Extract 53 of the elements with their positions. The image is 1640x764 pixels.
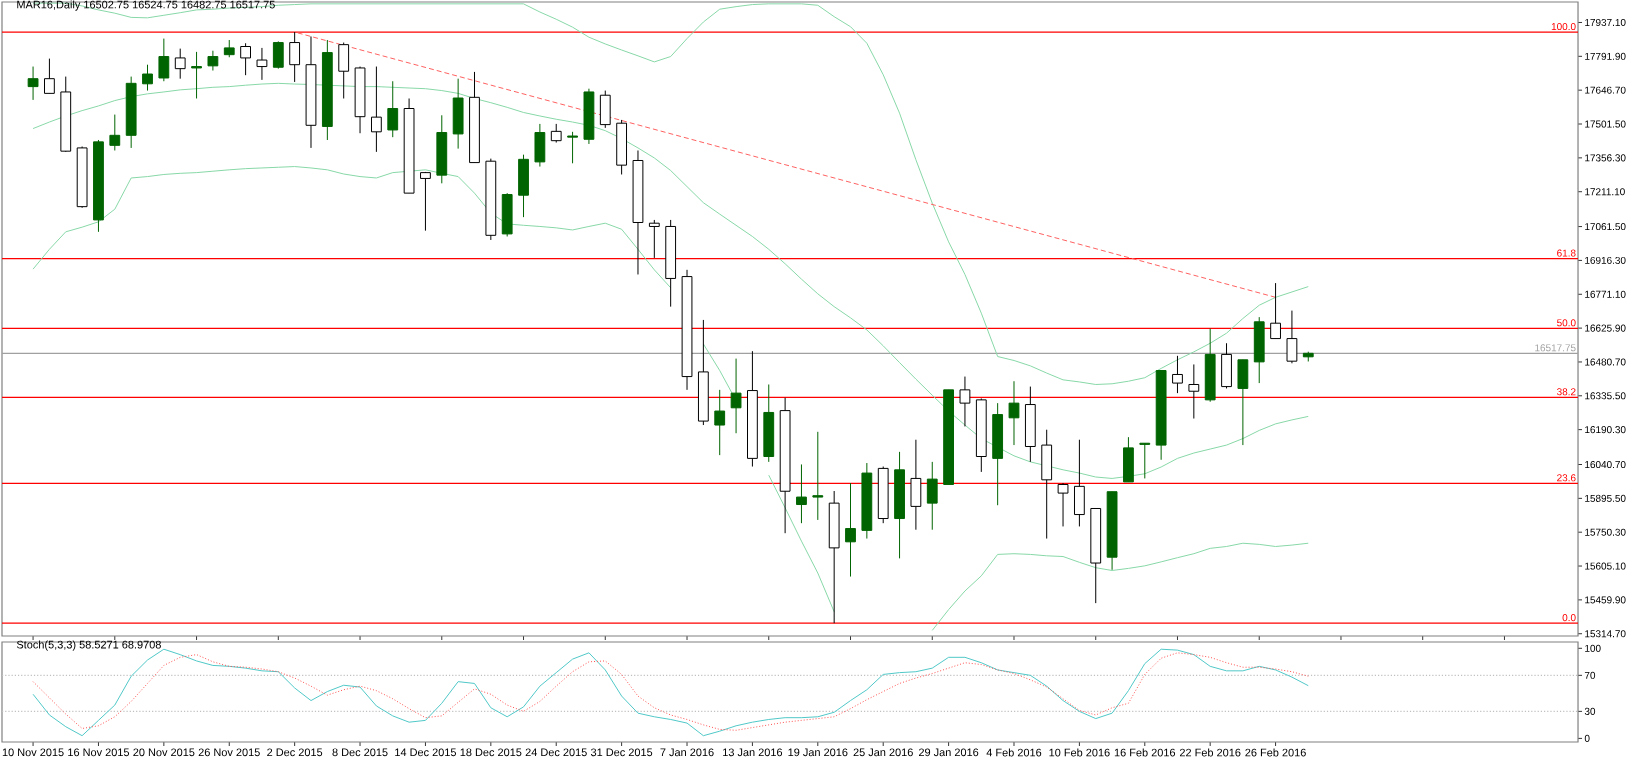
candlestick xyxy=(1221,342,1232,389)
candlestick xyxy=(1041,429,1053,540)
candlestick xyxy=(501,192,513,237)
candlestick xyxy=(240,42,251,76)
candlestick xyxy=(1286,310,1298,364)
candlestick xyxy=(436,114,448,184)
candlestick xyxy=(191,51,202,99)
candlestick xyxy=(109,114,121,151)
candlestick xyxy=(27,66,39,101)
candlestick xyxy=(452,78,464,150)
candlestick xyxy=(1008,380,1020,446)
candlestick xyxy=(256,47,268,81)
candlestick xyxy=(207,50,219,72)
candlestick xyxy=(1188,363,1200,420)
candlestick xyxy=(926,461,938,531)
candlestick xyxy=(730,358,742,434)
candlestick xyxy=(44,58,55,94)
candlestick xyxy=(1253,316,1265,384)
candlestick xyxy=(272,40,284,70)
candlestick xyxy=(599,90,611,129)
candlestick xyxy=(338,42,350,99)
candlestick xyxy=(992,402,1004,506)
candlestick xyxy=(567,131,578,164)
candlestick xyxy=(910,439,922,531)
candlestick xyxy=(959,376,971,427)
candlestick xyxy=(1123,436,1134,483)
candlestick xyxy=(763,383,775,463)
candlestick xyxy=(370,66,382,153)
candlestick xyxy=(796,463,807,524)
candlestick xyxy=(1073,439,1085,527)
candlestick xyxy=(289,31,301,83)
candlestick xyxy=(583,88,595,145)
candlestick xyxy=(534,123,546,168)
candlestick xyxy=(1172,355,1183,394)
candlestick xyxy=(550,123,562,144)
candlestick xyxy=(518,154,529,218)
candlestick xyxy=(1270,282,1281,340)
candlestick xyxy=(714,389,726,456)
candlestick xyxy=(1237,359,1249,446)
candlestick xyxy=(1057,482,1069,527)
candlestick xyxy=(1024,386,1036,463)
candlestick xyxy=(158,38,170,82)
candlestick xyxy=(828,490,840,624)
candlestick xyxy=(616,119,628,175)
candlestick xyxy=(1139,442,1151,479)
candlestick xyxy=(812,431,824,521)
candlestick xyxy=(1204,328,1216,403)
candlestick xyxy=(648,219,660,259)
candlestick xyxy=(174,48,186,80)
candlestick xyxy=(142,64,153,92)
candlestick xyxy=(387,80,399,138)
candlestick xyxy=(420,171,431,232)
candlestick xyxy=(845,482,856,578)
